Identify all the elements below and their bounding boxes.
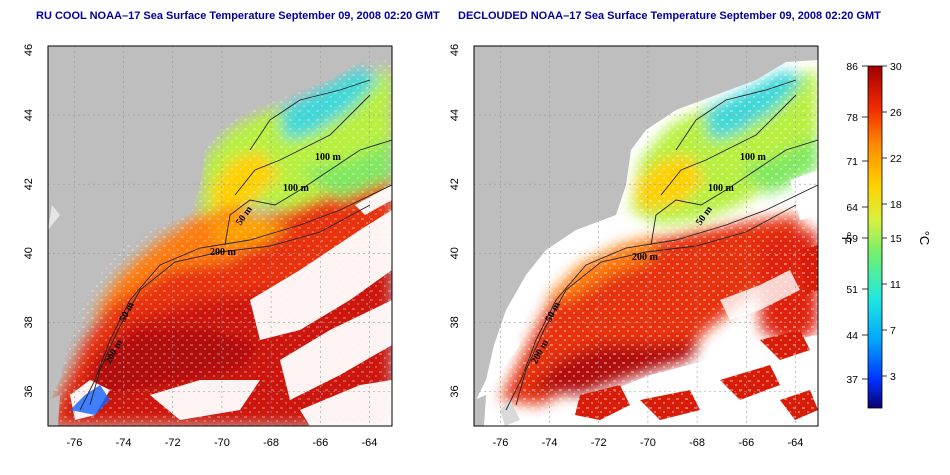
lon-tick-label: -66 <box>738 437 754 449</box>
celsius-tick-label: 15 <box>890 233 902 245</box>
lon-tick-label: -64 <box>361 437 377 449</box>
celsius-tick-label: 7 <box>890 325 896 337</box>
right-bathymetry-contours <box>505 79 818 411</box>
fahrenheit-tick-label: 44 <box>846 330 858 342</box>
fahrenheit-tick-label: 51 <box>846 284 858 296</box>
lon-tick-label: -64 <box>787 437 803 449</box>
lat-tick-label: 40 <box>449 247 461 259</box>
right-grid <box>474 46 818 426</box>
celsius-tick-label: 26 <box>890 107 902 119</box>
colorbar-fahrenheit-ticks: 86 78 71 64 59 51 44 37 <box>846 61 858 386</box>
lon-tick-label: -74 <box>542 437 558 449</box>
contour-label: 100 m <box>315 152 342 163</box>
left-bathymetry-contours <box>79 79 392 411</box>
fahrenheit-tick-label: 64 <box>846 202 858 214</box>
left-map-frame <box>47 45 393 427</box>
celsius-tick-label: 18 <box>890 199 902 211</box>
left-lon-ticks: -76 -74 -72 -70 -68 -66 -64 <box>66 437 377 449</box>
lon-tick-label: -68 <box>263 437 279 449</box>
fahrenheit-tick-label: 59 <box>846 233 858 245</box>
lat-tick-label: 46 <box>449 44 461 56</box>
celsius-tick-label: 3 <box>890 371 896 383</box>
right-lon-ticks: -76 -74 -72 -70 -68 -66 -64 <box>492 437 803 449</box>
contour-label: 200 m <box>210 247 237 258</box>
contour-label: 100 m <box>740 152 767 163</box>
contour-label: 100 m <box>283 183 310 194</box>
left-map-title: RU COOL NOAA–17 Sea Surface Temperature … <box>36 10 440 22</box>
lon-tick-label: -72 <box>165 437 181 449</box>
lat-tick-label: 38 <box>449 316 461 328</box>
lon-tick-label: -72 <box>591 437 607 449</box>
right-map-frame <box>473 45 819 427</box>
celsius-tick-label: 22 <box>890 153 902 165</box>
left-coastline <box>48 46 392 426</box>
lon-tick-label: -70 <box>640 437 656 449</box>
lat-tick-label: 44 <box>449 109 461 121</box>
right-coastline <box>474 46 818 426</box>
contour-label: 100 m <box>708 183 735 194</box>
celsius-tick-label: 11 <box>890 279 901 291</box>
colorbar-gradient <box>867 65 883 409</box>
lon-tick-label: -76 <box>66 437 82 449</box>
lat-tick-label: 38 <box>23 316 35 328</box>
fahrenheit-tick-label: 71 <box>846 156 858 168</box>
lat-tick-label: 36 <box>23 385 35 397</box>
lat-tick-label: 46 <box>23 44 35 56</box>
lon-tick-label: -74 <box>116 437 132 449</box>
right-map-panel: 100 m 100 m 50 m 200 m 50 m 200 m -76 -7… <box>449 44 819 449</box>
contour-label: 200 m <box>632 252 659 263</box>
fahrenheit-tick-label: 37 <box>846 374 858 386</box>
fahrenheit-unit-label: °F <box>839 231 854 244</box>
lat-tick-label: 40 <box>23 247 35 259</box>
fahrenheit-tick-label: 86 <box>846 61 858 73</box>
celsius-unit-label: °C <box>917 231 932 246</box>
temperature-colorbar: 86 78 71 64 59 51 44 37 30 26 22 18 15 1… <box>839 61 932 409</box>
lon-tick-label: -76 <box>492 437 508 449</box>
celsius-tick-label: 30 <box>890 61 902 73</box>
right-lat-ticks: 36 38 40 42 44 46 <box>449 44 461 398</box>
lon-tick-label: -68 <box>689 437 705 449</box>
lat-tick-label: 36 <box>449 385 461 397</box>
lat-tick-label: 42 <box>23 178 35 190</box>
colorbar-celsius-ticks: 30 26 22 18 15 11 7 3 <box>890 61 902 383</box>
lon-tick-label: -70 <box>214 437 230 449</box>
right-map-title: DECLOUDED NOAA–17 Sea Surface Temperatur… <box>458 10 881 22</box>
fahrenheit-tick-label: 78 <box>846 112 858 124</box>
left-map-panel: 100 m 100 m 50 m 200 m 50 m 200 m -76 -7… <box>23 44 393 449</box>
lat-tick-label: 42 <box>449 178 461 190</box>
left-grid <box>48 46 392 426</box>
left-lat-ticks: 36 38 40 42 44 46 <box>23 44 35 398</box>
lon-tick-label: -66 <box>312 437 328 449</box>
lat-tick-label: 44 <box>23 109 35 121</box>
